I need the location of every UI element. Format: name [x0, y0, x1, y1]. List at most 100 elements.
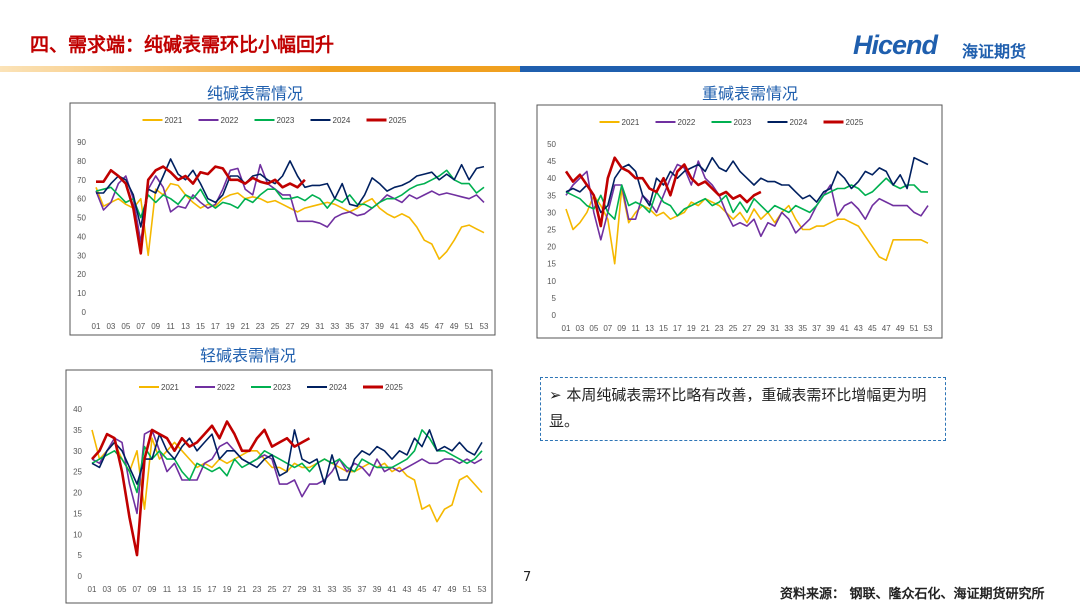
legend-label: 2021 — [622, 118, 640, 127]
x-tick-label: 29 — [298, 585, 307, 594]
legend-label: 2022 — [678, 118, 696, 127]
x-tick-label: 51 — [463, 585, 472, 594]
x-tick-label: 49 — [896, 324, 905, 333]
y-tick-label: 35 — [73, 426, 82, 435]
x-tick-label: 23 — [256, 322, 265, 331]
y-tick-label: 40 — [547, 174, 556, 183]
x-tick-label: 45 — [420, 322, 429, 331]
x-tick-label: 13 — [645, 324, 654, 333]
x-tick-label: 25 — [268, 585, 277, 594]
x-tick-label: 47 — [882, 324, 891, 333]
x-tick-label: 45 — [868, 324, 877, 333]
y-tick-label: 15 — [547, 260, 556, 269]
x-tick-label: 51 — [910, 324, 919, 333]
y-tick-label: 10 — [73, 530, 82, 539]
y-tick-label: 0 — [82, 308, 87, 317]
header-band — [520, 66, 1080, 72]
y-tick-label: 50 — [547, 140, 556, 149]
x-tick-label: 41 — [390, 322, 399, 331]
x-tick-label: 39 — [373, 585, 382, 594]
x-tick-label: 21 — [241, 322, 250, 331]
series-line — [565, 160, 929, 241]
x-tick-label: 43 — [854, 324, 863, 333]
x-tick-label: 31 — [315, 322, 324, 331]
x-tick-label: 29 — [756, 324, 765, 333]
x-tick-label: 11 — [166, 322, 175, 331]
x-tick-label: 07 — [603, 324, 612, 333]
x-tick-label: 41 — [388, 585, 397, 594]
x-tick-label: 35 — [343, 585, 352, 594]
header-band — [0, 66, 320, 72]
logo: Hicend — [853, 30, 938, 60]
legend-label: 2025 — [385, 383, 403, 392]
y-tick-label: 20 — [77, 270, 86, 279]
x-tick-label: 03 — [106, 322, 115, 331]
x-tick-label: 39 — [375, 322, 384, 331]
x-tick-label: 33 — [330, 322, 339, 331]
x-tick-label: 17 — [673, 324, 682, 333]
x-tick-label: 33 — [328, 585, 337, 594]
x-tick-label: 35 — [345, 322, 354, 331]
x-tick-label: 05 — [121, 322, 130, 331]
chart-frame — [69, 102, 496, 336]
x-tick-label: 33 — [784, 324, 793, 333]
x-tick-label: 01 — [562, 324, 571, 333]
x-tick-label: 47 — [435, 322, 444, 331]
y-tick-label: 25 — [73, 468, 82, 477]
y-tick-label: 5 — [78, 551, 83, 560]
x-tick-label: 11 — [163, 585, 172, 594]
x-tick-label: 31 — [313, 585, 322, 594]
x-tick-label: 53 — [478, 585, 487, 594]
logo-text: 海证期货 — [962, 42, 1027, 61]
x-tick-label: 09 — [151, 322, 160, 331]
chart-frame — [65, 369, 493, 604]
legend-label: 2025 — [389, 116, 407, 125]
x-tick-label: 27 — [286, 322, 295, 331]
series-line — [95, 182, 485, 260]
x-tick-label: 37 — [360, 322, 369, 331]
page-number: 7 — [523, 570, 532, 585]
x-tick-label: 23 — [253, 585, 262, 594]
x-tick-label: 49 — [448, 585, 457, 594]
y-tick-label: 40 — [77, 232, 86, 241]
chart-title: 轻碱表需情况 — [200, 347, 296, 365]
x-tick-label: 43 — [405, 322, 414, 331]
x-tick-label: 35 — [798, 324, 807, 333]
x-tick-label: 19 — [223, 585, 232, 594]
x-tick-label: 45 — [418, 585, 427, 594]
x-tick-label: 43 — [403, 585, 412, 594]
y-tick-label: 40 — [73, 405, 82, 414]
legend-label: 2023 — [277, 116, 295, 125]
y-tick-label: 30 — [73, 447, 82, 456]
series-line — [565, 156, 929, 214]
x-tick-label: 15 — [193, 585, 202, 594]
x-tick-label: 23 — [715, 324, 724, 333]
legend-label: 2021 — [161, 383, 179, 392]
series-line — [564, 156, 762, 228]
legend-label: 2021 — [165, 116, 183, 125]
x-tick-label: 07 — [133, 585, 142, 594]
y-tick-label: 90 — [77, 138, 86, 147]
y-tick-label: 20 — [547, 243, 556, 252]
x-tick-label: 41 — [840, 324, 849, 333]
y-tick-label: 0 — [552, 311, 557, 320]
legend-label: 2024 — [333, 116, 351, 125]
legend-label: 2022 — [217, 383, 235, 392]
bullet-text: 本周纯碱表需环比略有改善，重碱表需环比增幅更为明显。 — [549, 386, 927, 430]
series-line — [96, 165, 306, 255]
series-line — [91, 420, 311, 557]
legend-label: 2024 — [790, 118, 808, 127]
y-tick-label: 20 — [73, 489, 82, 498]
x-tick-label: 13 — [178, 585, 187, 594]
x-tick-label: 09 — [148, 585, 157, 594]
series-line — [96, 158, 485, 228]
y-tick-label: 70 — [77, 176, 86, 185]
y-tick-label: 45 — [547, 157, 556, 166]
x-tick-label: 15 — [196, 322, 205, 331]
y-tick-label: 35 — [547, 191, 556, 200]
y-tick-label: 15 — [73, 509, 82, 518]
x-tick-label: 01 — [88, 585, 97, 594]
